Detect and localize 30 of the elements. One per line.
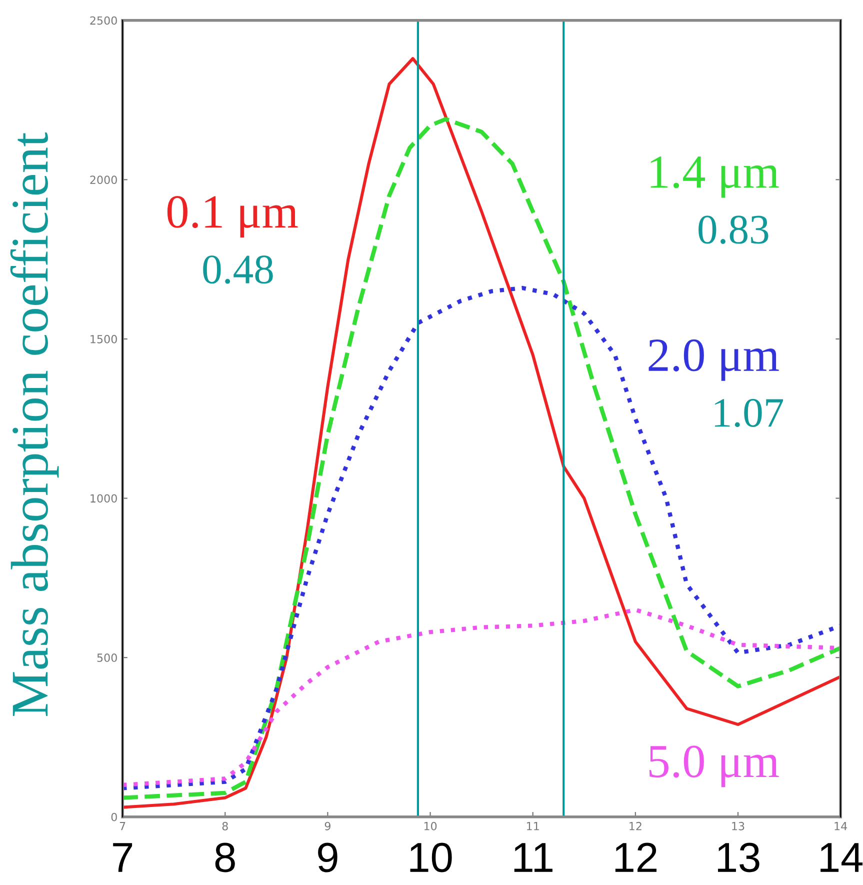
x2-tick-label: 12 (615, 842, 656, 872)
x-tick-label: 14 (834, 822, 848, 830)
y-axis-title: Mass absorption coefficient (10, 132, 59, 716)
x-tick-label: 11 (526, 822, 539, 830)
x-tick-label: 7 (120, 822, 126, 830)
y-tick-label: 1000 (90, 494, 117, 503)
x2-tick-label: 10 (410, 842, 452, 872)
y-tick-label: 500 (97, 654, 117, 662)
annotation: 1.07 (714, 398, 784, 428)
x-tick-label: 12 (630, 822, 642, 830)
y-tick-label: 2000 (90, 176, 117, 184)
x2-tick-label: 7 (113, 843, 132, 872)
x-tick-label: 9 (324, 822, 330, 830)
x2-tick-label: 13 (718, 842, 760, 872)
y-tick-label: 2500 (90, 16, 117, 25)
x2-tick-label: 9 (318, 842, 338, 872)
annotation: 0.48 (203, 255, 273, 284)
x-tick-label: 13 (732, 822, 744, 830)
y-tick-label: 1500 (90, 334, 117, 344)
x2-tick-label: 14 (820, 843, 863, 872)
text: 5.0 μm (649, 746, 779, 788)
series-label: 2.0 μm (648, 339, 779, 381)
annotation: 0.83 (698, 216, 768, 244)
x2-tick-label: 8 (215, 842, 235, 872)
x-tick-label: 8 (222, 822, 228, 830)
text: 1.4 μm (650, 156, 779, 198)
y-tick-label: 0 (111, 812, 117, 822)
series-label: 0.1 μm (167, 196, 298, 238)
x2-tick-label: 11 (514, 843, 552, 872)
x-tick-label: 10 (424, 822, 437, 830)
